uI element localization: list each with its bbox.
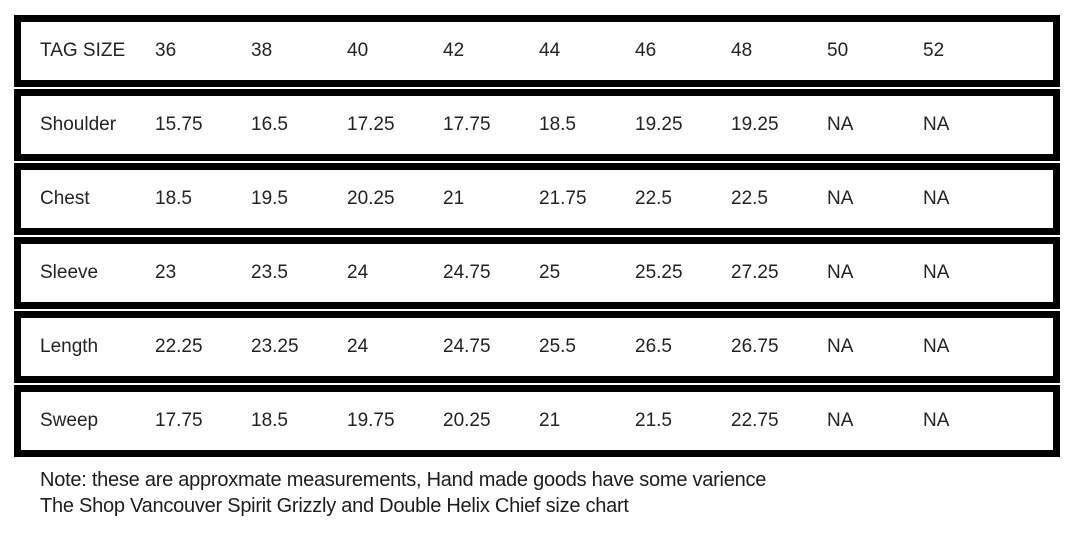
table-row: Sleeve 23 23.5 24 24.75 25 25.25 27.25 NA NA bbox=[14, 237, 1060, 309]
value-cell: 17.25 bbox=[347, 114, 395, 135]
value-cell: NA bbox=[827, 336, 854, 357]
value-cell: 21.75 bbox=[539, 188, 587, 209]
value-cell: 25 bbox=[539, 262, 561, 283]
table-row: Chest 18.5 19.5 20.25 21 21.75 22.5 22.5 NA NA bbox=[14, 163, 1060, 235]
table-row: Length 22.25 23.25 24 24.75 25.5 26.5 26.75 NA NA bbox=[14, 311, 1060, 383]
value-cell: 24 bbox=[347, 262, 369, 283]
value-cell: NA bbox=[923, 410, 950, 431]
value-cell: 18.5 bbox=[155, 188, 192, 209]
value-cell: NA bbox=[923, 114, 950, 135]
value-cell: 22.25 bbox=[155, 336, 203, 357]
value-cell: NA bbox=[923, 336, 950, 357]
row-label: Length bbox=[40, 336, 99, 357]
header-size-cell: 52 bbox=[923, 40, 945, 61]
header-size-cell: 48 bbox=[731, 40, 753, 61]
value-cell: 19.5 bbox=[251, 188, 288, 209]
header-size-cell: 46 bbox=[635, 40, 657, 61]
value-cell: 25.25 bbox=[635, 262, 683, 283]
header-size-cell: 42 bbox=[443, 40, 465, 61]
value-cell: 26.75 bbox=[731, 336, 779, 357]
value-cell: 22.75 bbox=[731, 410, 779, 431]
row-label: Chest bbox=[40, 188, 90, 209]
value-cell: NA bbox=[827, 410, 854, 431]
table-row: Sweep 17.75 18.5 19.75 20.25 21 21.5 22.75 NA NA bbox=[14, 385, 1060, 457]
header-size-cell: 44 bbox=[539, 40, 561, 61]
note-line-measurements: Note: these are approxmate measurements,… bbox=[40, 469, 767, 491]
value-cell: NA bbox=[827, 262, 854, 283]
value-cell: 27.25 bbox=[731, 262, 779, 283]
value-cell: 23.25 bbox=[251, 336, 299, 357]
value-cell: 16.5 bbox=[251, 114, 288, 135]
value-cell: 25.5 bbox=[539, 336, 576, 357]
size-chart-notes: Note: these are approxmate measurements,… bbox=[40, 467, 766, 519]
table-row: Shoulder 15.75 16.5 17.25 17.75 18.5 19.25 19.2… bbox=[14, 89, 1060, 161]
header-size-cell: 36 bbox=[155, 40, 177, 61]
value-cell: NA bbox=[923, 188, 950, 209]
value-cell: 24.75 bbox=[443, 336, 491, 357]
value-cell: 18.5 bbox=[539, 114, 576, 135]
value-cell: 19.75 bbox=[347, 410, 395, 431]
value-cell: NA bbox=[827, 114, 854, 135]
value-cell: 20.25 bbox=[347, 188, 395, 209]
header-label: TAG SIZE bbox=[40, 40, 126, 61]
value-cell: NA bbox=[923, 262, 950, 283]
header-size-cell: 38 bbox=[251, 40, 273, 61]
row-label: Sweep bbox=[40, 410, 99, 431]
value-cell: 21 bbox=[443, 188, 465, 209]
header-size-cell: 40 bbox=[347, 40, 369, 61]
value-cell: 24.75 bbox=[443, 262, 491, 283]
value-cell: 19.25 bbox=[635, 114, 683, 135]
value-cell: 23 bbox=[155, 262, 177, 283]
size-chart-table: TAG SIZE 36 38 40 42 44 46 48 50 52 Shoulder 15.75 1… bbox=[14, 15, 1060, 459]
table-header-row: TAG SIZE 36 38 40 42 44 46 48 50 52 bbox=[14, 15, 1060, 87]
value-cell: 17.75 bbox=[443, 114, 491, 135]
header-size-cell: 50 bbox=[827, 40, 849, 61]
value-cell: 15.75 bbox=[155, 114, 203, 135]
value-cell: 26.5 bbox=[635, 336, 672, 357]
value-cell: 20.25 bbox=[443, 410, 491, 431]
value-cell: 21 bbox=[539, 410, 561, 431]
value-cell: 19.25 bbox=[731, 114, 779, 135]
row-label: Sleeve bbox=[40, 262, 99, 283]
value-cell: 18.5 bbox=[251, 410, 288, 431]
row-label: Shoulder bbox=[40, 114, 117, 135]
value-cell: 22.5 bbox=[635, 188, 672, 209]
value-cell: 21.5 bbox=[635, 410, 672, 431]
note-line-product: The Shop Vancouver Spirit Grizzly and Do… bbox=[40, 495, 629, 517]
value-cell: NA bbox=[827, 188, 854, 209]
value-cell: 22.5 bbox=[731, 188, 768, 209]
value-cell: 17.75 bbox=[155, 410, 203, 431]
value-cell: 24 bbox=[347, 336, 369, 357]
value-cell: 23.5 bbox=[251, 262, 288, 283]
